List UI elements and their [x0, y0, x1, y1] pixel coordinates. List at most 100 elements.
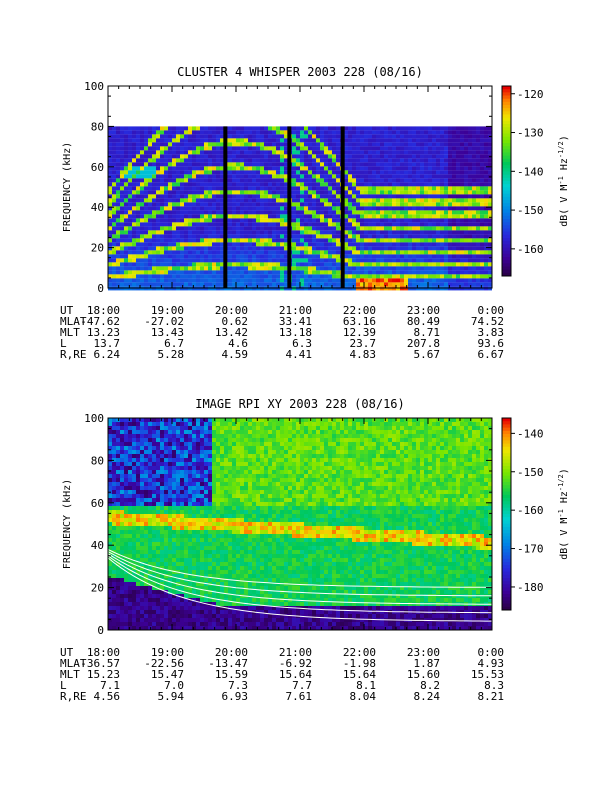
ephemeris-row-label: L: [60, 679, 67, 692]
ephemeris-cell: 13.7: [94, 337, 121, 350]
colorbar-label-part: dB( V M: [559, 185, 570, 227]
colorbar-segment: [502, 590, 511, 595]
y-tick-label: 100: [84, 412, 104, 425]
chart-title: CLUSTER 4 WHISPER 2003 228 (08/16): [177, 65, 423, 79]
colorbar-label-part: -1: [557, 509, 565, 517]
colorbar-segment: [502, 552, 511, 557]
ephemeris-cell: 8.21: [478, 690, 505, 703]
ephemeris-cell: 18:00: [87, 646, 120, 659]
colorbar-label-part: Hz: [559, 158, 570, 176]
y-tick-label: 60: [91, 497, 104, 510]
colorbar-segment: [502, 200, 511, 204]
ephemeris-cell: 18:00: [87, 304, 120, 317]
ephemeris-cell: 4.83: [350, 348, 377, 361]
ephemeris-cell: 23.7: [350, 337, 377, 350]
colorbar-segment: [502, 196, 511, 201]
colorbar-segment: [502, 215, 511, 220]
colorbar-tick-label: -150: [517, 466, 544, 479]
model-curve-1: [107, 557, 492, 622]
colorbar-segment: [502, 594, 511, 598]
colorbar-segment: [502, 581, 511, 585]
colorbar-segment: [502, 272, 511, 277]
ephemeris-row-label: MLT: [60, 326, 80, 339]
colorbar-segment: [502, 430, 511, 435]
colorbar-segment: [502, 546, 511, 550]
data-gap-2: [287, 126, 292, 289]
colorbar-tick-label: -140: [517, 427, 544, 440]
ephemeris-cell: 80.49: [407, 315, 440, 328]
data-gap-1: [223, 126, 228, 289]
ephemeris-cell: 8.3: [484, 679, 504, 692]
colorbar-tick-label: -140: [517, 165, 544, 178]
ephemeris-cell: 15.60: [407, 668, 440, 681]
colorbar-segment: [502, 510, 511, 515]
colorbar-segment: [502, 565, 511, 569]
colorbar-tick-label: -180: [517, 581, 544, 594]
y-axis-label: FREQUENCY (kHz): [62, 142, 73, 232]
colorbar-segment: [502, 606, 511, 611]
colorbar-segment: [502, 584, 511, 589]
colorbar-segment: [502, 168, 511, 172]
ephemeris-cell: 22:00: [343, 304, 376, 317]
y-tick-label: 80: [91, 120, 104, 133]
y-tick-label: 60: [91, 161, 104, 174]
colorbar-segment: [502, 152, 511, 157]
colorbar-label-part: ): [559, 468, 570, 474]
colorbar-segment: [502, 266, 511, 271]
ephemeris-cell: 6.24: [94, 348, 121, 361]
ephemeris-cell: 13.43: [151, 326, 184, 339]
colorbar-label-part: dB( V M: [559, 518, 570, 560]
ephemeris-cell: 13.23: [87, 326, 120, 339]
colorbar-segment: [502, 105, 511, 109]
ephemeris-cell: 5.94: [158, 690, 185, 703]
colorbar-segment: [502, 253, 511, 258]
ephemeris-cell: 4.6: [228, 337, 248, 350]
colorbar-label-part: -1/2: [557, 141, 565, 158]
colorbar-segment: [502, 501, 511, 505]
ephemeris-cell: 0.62: [222, 315, 249, 328]
colorbar-segment: [502, 603, 511, 608]
ephemeris-cell: 15.59: [215, 668, 248, 681]
ephemeris-cell: 20:00: [215, 646, 248, 659]
colorbar-segment: [502, 114, 511, 119]
colorbar-segment: [502, 466, 511, 470]
colorbar-tick-label: -130: [517, 127, 544, 140]
colorbar-segment: [502, 155, 511, 160]
ephemeris-cell: 6.7: [164, 337, 184, 350]
ephemeris-cell: 15.64: [343, 668, 376, 681]
colorbar-segment: [502, 101, 511, 106]
colorbar-segment: [502, 539, 511, 544]
colorbar-segment: [502, 536, 511, 541]
spectrogram-image: [108, 126, 492, 291]
model-curve-4: [107, 551, 492, 597]
colorbar-tick-label: -150: [517, 204, 544, 217]
ephemeris-cell: 19:00: [151, 304, 184, 317]
ephemeris-cell: 15.64: [279, 668, 312, 681]
colorbar-segment: [502, 491, 511, 496]
colorbar-segment: [502, 469, 511, 473]
ephemeris-cell: 8.24: [414, 690, 441, 703]
ephemeris-cell: 8.2: [420, 679, 440, 692]
colorbar-segment: [502, 184, 511, 188]
colorbar-label-part: -1/2: [557, 474, 565, 491]
ephemeris-row-label: UT: [60, 646, 74, 659]
colorbar-segment: [502, 174, 511, 179]
colorbar-segment: [502, 209, 511, 214]
colorbar-segment: [502, 542, 511, 547]
colorbar-segment: [502, 193, 511, 198]
colorbar-segment: [502, 488, 511, 493]
ephemeris-cell: 7.61: [286, 690, 313, 703]
colorbar-segment: [502, 450, 511, 454]
colorbar-tick-label: -120: [517, 88, 544, 101]
colorbar-segment: [502, 424, 511, 429]
ephemeris-cell: 7.3: [228, 679, 248, 692]
colorbar-segment: [502, 203, 511, 207]
colorbar-segment: [502, 600, 511, 605]
colorbar-segment: [502, 190, 511, 195]
colorbar-segment: [502, 555, 511, 560]
ephemeris-cell: -27.02: [144, 315, 184, 328]
colorbar-segment: [502, 498, 511, 502]
colorbar-segment: [502, 171, 511, 176]
ephemeris-cell: -22.56: [144, 657, 184, 670]
colorbar-segment: [502, 244, 511, 248]
